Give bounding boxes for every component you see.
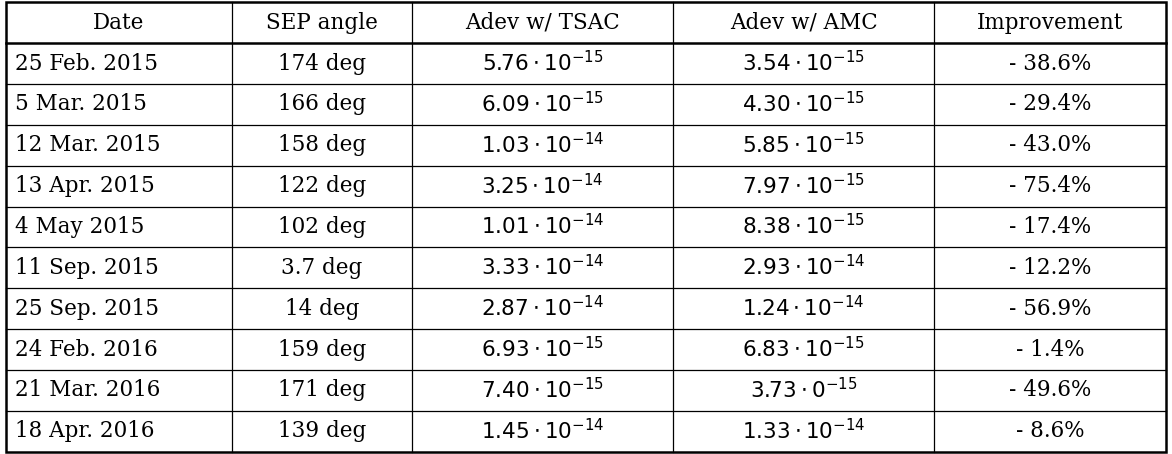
Text: $1.01 \cdot 10^{-14}$: $1.01 \cdot 10^{-14}$ [481,214,605,240]
Text: 3.7 deg: 3.7 deg [281,257,362,279]
Text: 102 deg: 102 deg [278,216,366,238]
Text: - 12.2%: - 12.2% [1009,257,1091,279]
Text: - 49.6%: - 49.6% [1009,380,1091,401]
Text: 4 May 2015: 4 May 2015 [15,216,144,238]
Text: $1.45 \cdot 10^{-14}$: $1.45 \cdot 10^{-14}$ [481,419,605,444]
Text: $3.33 \cdot 10^{-14}$: $3.33 \cdot 10^{-14}$ [481,255,605,281]
Text: $5.85 \cdot 10^{-15}$: $5.85 \cdot 10^{-15}$ [742,133,865,158]
Text: $3.54 \cdot 10^{-15}$: $3.54 \cdot 10^{-15}$ [742,51,865,76]
Text: 122 deg: 122 deg [278,175,366,197]
Text: $5.76 \cdot 10^{-15}$: $5.76 \cdot 10^{-15}$ [482,51,604,76]
Text: 25 Sep. 2015: 25 Sep. 2015 [15,298,159,320]
Text: 159 deg: 159 deg [278,339,366,360]
Text: - 29.4%: - 29.4% [1009,94,1091,115]
Text: - 38.6%: - 38.6% [1009,53,1091,74]
Text: - 43.0%: - 43.0% [1009,134,1091,156]
Text: $7.40 \cdot 10^{-15}$: $7.40 \cdot 10^{-15}$ [481,378,604,403]
Text: - 8.6%: - 8.6% [1016,420,1084,442]
Text: $6.83 \cdot 10^{-15}$: $6.83 \cdot 10^{-15}$ [742,337,865,362]
Text: Adev w/ AMC: Adev w/ AMC [730,12,878,34]
Text: 174 deg: 174 deg [278,53,366,74]
Text: $1.33 \cdot 10^{-14}$: $1.33 \cdot 10^{-14}$ [742,419,865,444]
Text: - 75.4%: - 75.4% [1009,175,1091,197]
Text: 11 Sep. 2015: 11 Sep. 2015 [15,257,159,279]
Text: $1.03 \cdot 10^{-14}$: $1.03 \cdot 10^{-14}$ [481,133,605,158]
Text: 171 deg: 171 deg [278,380,366,401]
Text: Date: Date [94,12,144,34]
Text: 139 deg: 139 deg [278,420,366,442]
Text: 5 Mar. 2015: 5 Mar. 2015 [15,94,148,115]
Text: $2.87 \cdot 10^{-14}$: $2.87 \cdot 10^{-14}$ [481,296,604,321]
Text: $1.24 \cdot 10^{-14}$: $1.24 \cdot 10^{-14}$ [742,296,865,321]
Text: Adev w/ TSAC: Adev w/ TSAC [465,12,620,34]
Text: $3.73 \cdot 0^{-15}$: $3.73 \cdot 0^{-15}$ [750,378,858,403]
Text: $6.93 \cdot 10^{-15}$: $6.93 \cdot 10^{-15}$ [481,337,604,362]
Text: SEP angle: SEP angle [266,12,379,34]
Text: 166 deg: 166 deg [278,94,366,115]
Text: 14 deg: 14 deg [285,298,360,320]
Text: $6.09 \cdot 10^{-15}$: $6.09 \cdot 10^{-15}$ [481,92,604,117]
Text: - 17.4%: - 17.4% [1009,216,1091,238]
Text: 21 Mar. 2016: 21 Mar. 2016 [15,380,161,401]
Text: $4.30 \cdot 10^{-15}$: $4.30 \cdot 10^{-15}$ [742,92,865,117]
Text: 25 Feb. 2015: 25 Feb. 2015 [15,53,158,74]
Text: $8.38 \cdot 10^{-15}$: $8.38 \cdot 10^{-15}$ [742,214,865,240]
Text: $2.93 \cdot 10^{-14}$: $2.93 \cdot 10^{-14}$ [742,255,865,281]
Text: - 56.9%: - 56.9% [1009,298,1091,320]
Text: Improvement: Improvement [977,12,1123,34]
Text: $3.25 \cdot 10^{-14}$: $3.25 \cdot 10^{-14}$ [482,173,604,199]
Text: 13 Apr. 2015: 13 Apr. 2015 [15,175,155,197]
Text: - 1.4%: - 1.4% [1016,339,1084,360]
Text: 24 Feb. 2016: 24 Feb. 2016 [15,339,158,360]
Text: 18 Apr. 2016: 18 Apr. 2016 [15,420,155,442]
Text: 158 deg: 158 deg [278,134,366,156]
Text: $7.97 \cdot 10^{-15}$: $7.97 \cdot 10^{-15}$ [742,173,865,199]
Text: 12 Mar. 2015: 12 Mar. 2015 [15,134,161,156]
